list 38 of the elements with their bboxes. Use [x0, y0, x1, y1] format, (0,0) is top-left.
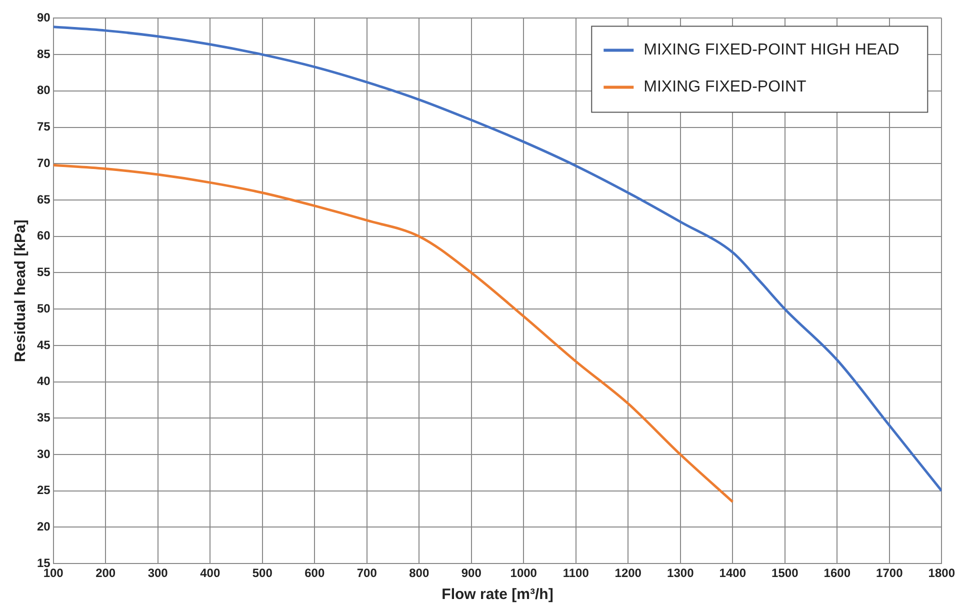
x-tick-label: 1400 [719, 566, 746, 580]
x-tick-label: 1000 [510, 566, 538, 580]
x-tick-label: 700 [356, 566, 378, 580]
y-tick-label: 80 [36, 83, 51, 98]
y-tick-label: 65 [36, 192, 51, 206]
x-tick-label: 500 [252, 566, 273, 580]
y-tick-label: 20 [36, 520, 51, 534]
x-tick-label: 800 [409, 566, 430, 580]
y-axis-title: Residual head [kPa] [12, 220, 30, 362]
y-tick-label: 90 [36, 10, 51, 25]
line-series [53, 26, 942, 492]
y-tick-label: 60 [36, 228, 51, 243]
y-tick-label: 75 [36, 120, 51, 134]
x-tick-label: 300 [148, 566, 168, 580]
x-tick-label: 1100 [562, 566, 590, 580]
x-tick-label: 1300 [667, 566, 694, 580]
y-tick-label: 50 [36, 301, 51, 316]
y-tick-label: 45 [36, 338, 51, 352]
y-tick-label: 35 [36, 410, 51, 424]
x-axis-title: Flow rate [m³/h] [442, 586, 554, 604]
x-tick-label: 200 [96, 566, 116, 580]
y-tick-label: 70 [36, 156, 51, 170]
x-tick-label: 1700 [876, 566, 904, 580]
x-tick-label: 900 [461, 566, 482, 580]
y-tick-label: 85 [36, 46, 51, 61]
y-tick-label: 25 [36, 483, 51, 498]
y-tick-label: 40 [36, 374, 51, 388]
x-tick-label: 1800 [928, 566, 956, 580]
x-tick-label: 1600 [824, 566, 851, 580]
x-tick-label: 1200 [614, 566, 642, 580]
legend-label: MIXING FIXED-POINT HIGH HEAD [644, 42, 900, 59]
line-series [53, 164, 734, 504]
y-tick-label: 30 [36, 446, 51, 461]
x-tick-label: 600 [304, 566, 325, 580]
x-tick-label: 1500 [772, 566, 799, 580]
legend-label: MIXING FIXED-POINT [644, 78, 807, 96]
y-tick-label: 55 [36, 265, 51, 280]
x-tick-label: 400 [200, 566, 220, 580]
